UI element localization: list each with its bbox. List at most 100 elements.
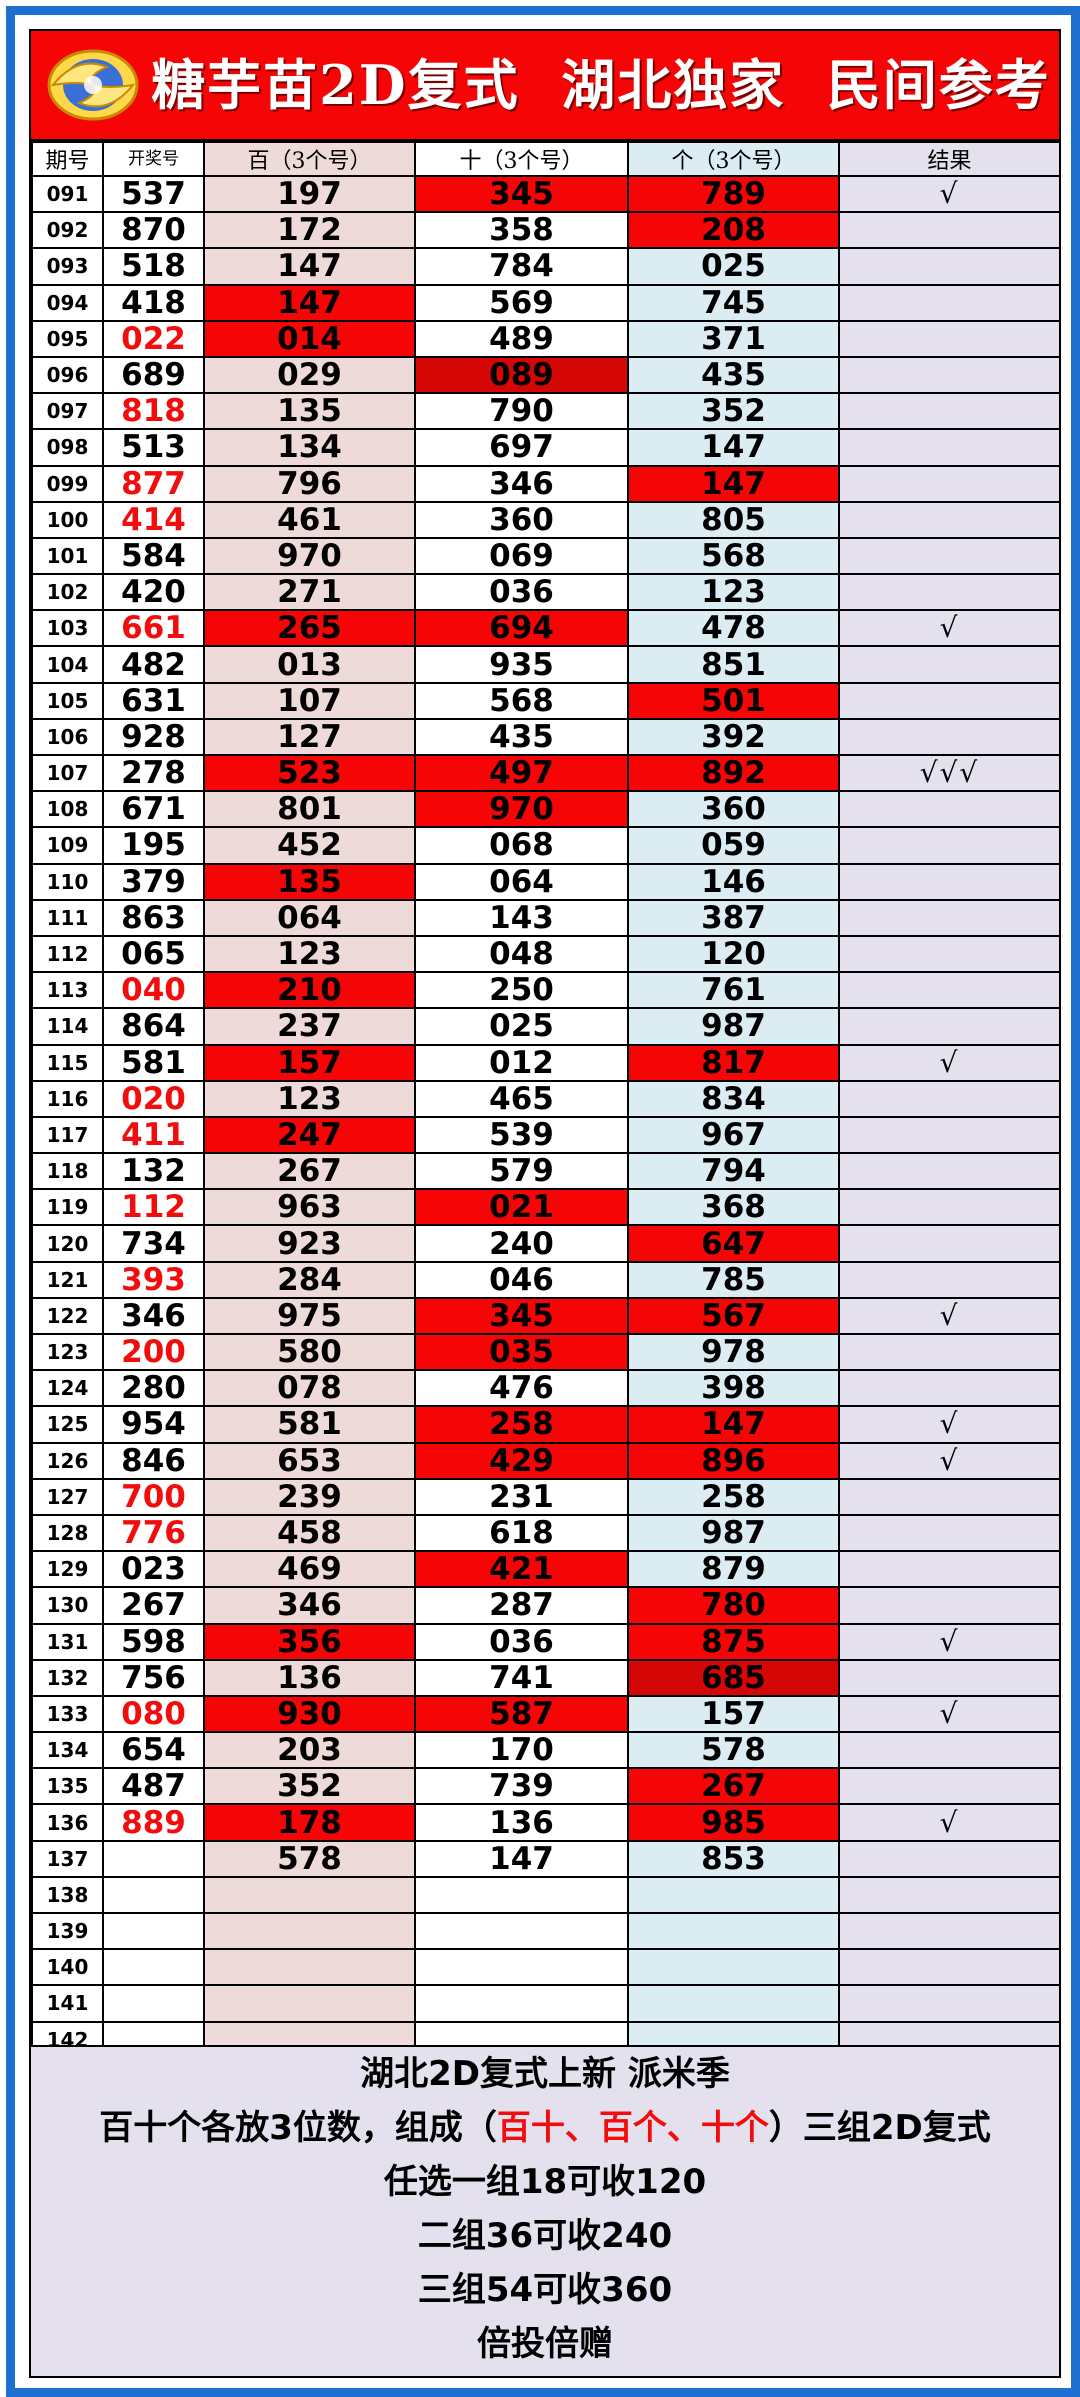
draw-number-cell: 267 (102, 1586, 205, 1625)
shi-pick-cell: 345 (414, 1296, 629, 1336)
bai-pick-cell: 127 (203, 717, 416, 757)
shi-pick-cell: 970 (414, 790, 629, 829)
period-cell: 133 (31, 1694, 104, 1734)
draw-number-cell: 278 (102, 753, 205, 793)
period-cell: 138 (31, 1875, 104, 1915)
draw-number-cell: 954 (102, 1405, 205, 1444)
bai-pick-cell: 923 (203, 1224, 416, 1263)
draw-number-cell: 065 (102, 934, 205, 974)
ge-pick-cell: 123 (627, 573, 840, 612)
bai-pick-cell: 078 (203, 1369, 416, 1408)
bai-pick-cell: 469 (203, 1550, 416, 1589)
ge-pick-cell: 208 (627, 211, 840, 250)
table-row: 123 200 580 035 978 (31, 1332, 1059, 1372)
draw-number-cell: 022 (102, 319, 205, 358)
table-row: 140 (31, 1948, 1059, 1987)
draw-number-cell: 870 (102, 211, 205, 250)
draw-number-cell (102, 1948, 205, 1987)
table-header-row: 期号 开奖号 百（3个号） 十（3个号） 个（3个号） 结果 (31, 141, 1059, 177)
table-row: 095 022 014 489 371 (31, 319, 1059, 358)
result-cell: √ (838, 1441, 1059, 1480)
period-cell: 116 (31, 1079, 104, 1118)
period-cell: 139 (31, 1911, 104, 1951)
table-row: 125 954 581 258 147 √ (31, 1405, 1059, 1444)
result-cell (838, 826, 1059, 865)
result-cell (838, 1369, 1059, 1408)
period-cell: 100 (31, 500, 104, 539)
table-row: 106 928 127 435 392 (31, 717, 1059, 757)
result-cell (838, 1550, 1059, 1589)
draw-number-cell: 040 (102, 971, 205, 1010)
draw-number-cell: 689 (102, 355, 205, 395)
result-cell (838, 1513, 1059, 1553)
ge-pick-cell: 371 (627, 319, 840, 358)
bai-pick-cell: 578 (203, 1839, 416, 1878)
table-row: 097 818 135 790 352 (31, 392, 1059, 431)
result-cell (838, 1839, 1059, 1878)
result-cell (838, 1260, 1059, 1299)
table-row: 096 689 029 089 435 (31, 355, 1059, 395)
shi-pick-cell (414, 1875, 629, 1915)
bai-pick-cell: 580 (203, 1332, 416, 1372)
ge-pick-cell (627, 1948, 840, 1987)
bai-pick-cell: 239 (203, 1477, 416, 1516)
shi-pick-cell: 046 (414, 1260, 629, 1299)
draw-number-cell: 112 (102, 1188, 205, 1227)
ge-pick-cell: 501 (627, 681, 840, 720)
bai-pick-cell: 452 (203, 826, 416, 865)
result-cell (838, 790, 1059, 829)
header-ge: 个（3个号） (627, 141, 840, 177)
bai-pick-cell: 178 (203, 1803, 416, 1842)
table-row: 109 195 452 068 059 (31, 826, 1059, 865)
bai-pick-cell: 458 (203, 1513, 416, 1553)
shi-pick-cell: 035 (414, 1332, 629, 1372)
shi-pick-cell: 579 (414, 1152, 629, 1191)
draw-number-cell: 132 (102, 1152, 205, 1191)
poster-title: 糖芋苗2D复式 湖北独家 民间参考 (151, 53, 1051, 117)
ge-pick-cell: 578 (627, 1731, 840, 1770)
period-cell: 140 (31, 1948, 104, 1987)
result-cell (838, 573, 1059, 612)
shi-pick-cell: 539 (414, 1115, 629, 1155)
bai-pick-cell: 346 (203, 1586, 416, 1625)
shi-pick-cell: 429 (414, 1441, 629, 1480)
table-row: 121 393 284 046 785 (31, 1260, 1059, 1299)
table-row: 107 278 523 497 892 √√√ (31, 753, 1059, 793)
bai-pick-cell: 029 (203, 355, 416, 395)
table-row: 091 537 197 345 789 √ (31, 174, 1059, 214)
period-cell: 096 (31, 355, 104, 395)
period-cell: 131 (31, 1622, 104, 1661)
period-cell: 125 (31, 1405, 104, 1444)
table-row: 118 132 267 579 794 (31, 1152, 1059, 1191)
table-row: 133 080 930 587 157 √ (31, 1694, 1059, 1734)
shi-pick-cell: 036 (414, 1622, 629, 1661)
draw-number-cell: 518 (102, 247, 205, 286)
table-row: 132 756 136 741 685 (31, 1658, 1059, 1697)
period-cell: 110 (31, 862, 104, 901)
table-row: 093 518 147 784 025 (31, 247, 1059, 286)
bai-pick-cell: 134 (203, 428, 416, 467)
promo-line-2: 百十个各放3位数，组成（百十、百个、十个）三组2D复式 (31, 2101, 1059, 2155)
result-cell (838, 319, 1059, 358)
table-row: 112 065 123 048 120 (31, 934, 1059, 974)
period-cell: 121 (31, 1260, 104, 1299)
period-cell: 098 (31, 428, 104, 467)
shi-pick-cell: 435 (414, 717, 629, 757)
ge-pick-cell: 745 (627, 283, 840, 322)
period-cell: 135 (31, 1767, 104, 1806)
bai-pick-cell (203, 1875, 416, 1915)
shi-pick-cell: 069 (414, 536, 629, 576)
table-row: 092 870 172 358 208 (31, 211, 1059, 250)
shi-pick-cell: 231 (414, 1477, 629, 1516)
bai-pick-cell: 210 (203, 971, 416, 1010)
ge-pick-cell: 685 (627, 1658, 840, 1697)
ge-pick-cell: 987 (627, 1007, 840, 1046)
result-cell (838, 1079, 1059, 1118)
shi-pick-cell: 143 (414, 898, 629, 937)
period-cell: 108 (31, 790, 104, 829)
table-row: 103 661 265 694 478 √ (31, 609, 1059, 648)
shi-pick-cell: 250 (414, 971, 629, 1010)
result-cell (838, 862, 1059, 901)
shi-pick-cell (414, 1948, 629, 1987)
shi-pick-cell: 421 (414, 1550, 629, 1589)
